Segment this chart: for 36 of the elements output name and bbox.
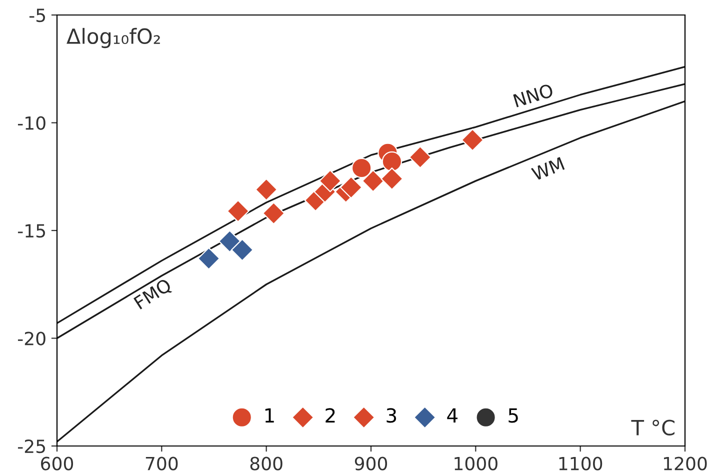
point: [262, 202, 285, 225]
annotation: FMQ: [133, 278, 174, 312]
point: [198, 247, 220, 270]
x-tick-label: 1100: [559, 456, 602, 470]
point: [340, 176, 362, 199]
legend-label: 4: [447, 408, 458, 423]
annotation: NNO: [513, 83, 554, 108]
x-tick-label: 800: [250, 456, 282, 470]
point: [380, 168, 404, 190]
x-tick-label: 1200: [664, 456, 707, 470]
legend-label: 2: [326, 408, 335, 423]
y-axis-title: Δlog₁₀fO₂: [66, 28, 160, 48]
y-tick-label: -15: [18, 224, 46, 238]
x-tick-label: 700: [146, 456, 178, 470]
x-tick-label: 600: [41, 456, 74, 470]
annotation: WM: [530, 157, 565, 181]
y-tick-label: -5: [29, 8, 46, 22]
x-axis-title: T °C: [631, 420, 674, 436]
point: [230, 238, 254, 262]
point: [218, 230, 241, 253]
point: [318, 170, 342, 192]
point: [362, 170, 384, 192]
legend-label: 5: [508, 408, 518, 423]
x-tick-label: 1000: [454, 456, 498, 470]
legend-label: 3: [386, 408, 396, 423]
point: [461, 128, 484, 152]
point: [408, 146, 432, 168]
point: [226, 200, 250, 222]
y-tick-label: -20: [18, 332, 46, 346]
point: [255, 178, 278, 201]
y-tick-label: -25: [18, 439, 46, 454]
point: [351, 158, 372, 178]
legend-label: 1: [265, 408, 274, 423]
y-tick-label: -10: [18, 116, 46, 130]
x-tick-label: 900: [354, 456, 388, 470]
point: [382, 151, 402, 172]
